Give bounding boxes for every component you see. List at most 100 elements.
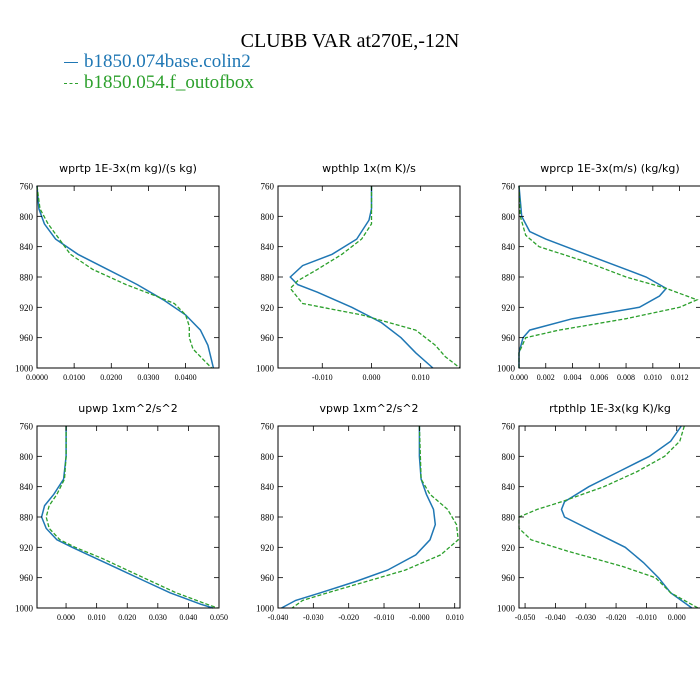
x-tick-label: 0.010 xyxy=(446,613,464,622)
x-tick-label: 0.0100 xyxy=(63,373,85,382)
y-tick-label: 840 xyxy=(261,242,275,252)
y-tick-label: 760 xyxy=(261,182,275,192)
plot-frame xyxy=(277,425,461,609)
series-line-2 xyxy=(291,425,459,609)
y-tick-label: 880 xyxy=(261,513,275,523)
y-tick-label: 800 xyxy=(261,452,275,462)
panel-5: vpwp 1xm^2/s^27608008408809209601000-0.0… xyxy=(256,402,464,622)
y-tick-label: 960 xyxy=(261,333,275,343)
series-line-2 xyxy=(518,425,699,609)
x-tick-label: -0.010 xyxy=(636,613,657,622)
x-tick-label: 0.006 xyxy=(590,373,608,382)
y-tick-label: 960 xyxy=(20,573,34,583)
y-tick-label: 960 xyxy=(261,573,275,583)
panel-title: vpwp 1xm^2/s^2 xyxy=(319,402,418,415)
y-tick-label: 760 xyxy=(20,422,34,432)
panel-title: wprcp 1E-3x(m/s) (kg/kg) xyxy=(540,162,679,175)
figure-title: CLUBB VAR at270E,-12N xyxy=(240,30,460,52)
y-tick-label: 1000 xyxy=(497,604,516,614)
series-line-1 xyxy=(40,426,214,609)
panel-title: upwp 1xm^2/s^2 xyxy=(78,402,178,415)
x-tick-label: 0.000 xyxy=(57,613,75,622)
x-tick-label: 0.002 xyxy=(537,373,555,382)
series-line-1 xyxy=(281,426,437,609)
y-tick-label: 800 xyxy=(502,452,516,462)
series-line-2 xyxy=(45,426,218,609)
y-tick-label: 760 xyxy=(502,422,516,432)
y-tick-label: 840 xyxy=(261,482,275,492)
legend-label-series-2: b1850.054.f_outofbox xyxy=(84,72,254,93)
x-tick-label: -0.030 xyxy=(575,613,596,622)
x-tick-label: 0.008 xyxy=(617,373,635,382)
y-tick-label: 800 xyxy=(261,212,275,222)
y-tick-label: 840 xyxy=(502,242,516,252)
plot-frame xyxy=(518,425,700,609)
x-tick-label: -0.050 xyxy=(515,613,536,622)
legend-item-series-2: b1850.054.f_outofbox xyxy=(64,72,254,94)
x-tick-label: 0.020 xyxy=(118,613,136,622)
x-tick-label: 0.050 xyxy=(210,613,228,622)
y-tick-label: 760 xyxy=(20,182,34,192)
y-tick-label: 920 xyxy=(20,303,34,313)
panel-3: wprcp 1E-3x(m/s) (kg/kg) 760 800 840 880 920 9… xyxy=(497,162,700,382)
plot-frame xyxy=(36,425,220,609)
y-tick-label: 960 xyxy=(502,573,516,583)
y-tick-label: 800 xyxy=(20,452,34,462)
plot-frame xyxy=(36,185,220,369)
panel-1: wprtp 1E-3x(m kg)/(s kg) 760 800 840 880 920 9… xyxy=(15,162,220,382)
legend-solid-line-icon xyxy=(64,62,78,64)
y-tick-label: 920 xyxy=(20,543,34,553)
y-tick-label: 840 xyxy=(502,482,516,492)
x-tick-label: 0.0000 xyxy=(26,373,48,382)
y-tick-label: 760 xyxy=(502,182,516,192)
panel-title: rtpthlp 1E-3x(kg K)/kg xyxy=(549,402,671,415)
y-tick-label: 1000 xyxy=(15,604,34,614)
x-tick-label: -0.030 xyxy=(303,613,324,622)
y-tick-label: 800 xyxy=(20,212,34,222)
x-tick-label: 0.004 xyxy=(564,373,582,382)
series-line-2 xyxy=(36,185,213,369)
y-tick-label: 840 xyxy=(20,242,34,252)
series-line-1 xyxy=(560,425,693,609)
y-tick-label: 880 xyxy=(502,513,516,523)
x-tick-label: 0.000 xyxy=(668,613,686,622)
y-tick-label: 960 xyxy=(502,333,516,343)
x-tick-label: 0.000 xyxy=(362,373,380,382)
y-tick-label: 760 xyxy=(261,422,275,432)
panel-title: wprtp 1E-3x(m kg)/(s kg) xyxy=(59,162,197,175)
x-tick-label: 0.030 xyxy=(149,613,167,622)
x-tick-label: -0.040 xyxy=(545,613,566,622)
x-tick-label: -0.010 xyxy=(374,613,395,622)
panel-title: wpthlp 1x(m K)/s xyxy=(322,162,416,175)
x-tick-label: -0.010 xyxy=(312,373,333,382)
x-tick-label: 0.0400 xyxy=(175,373,197,382)
panel-6: rtpthlp 1E-3x(kg K)/kg 760 800 840 880 920 960… xyxy=(497,402,700,622)
y-tick-label: 1000 xyxy=(256,364,275,374)
y-tick-label: 1000 xyxy=(497,364,516,374)
y-tick-label: 880 xyxy=(502,273,516,283)
x-tick-label: 0.000 xyxy=(510,373,528,382)
legend-item-series-1: b1850.074base.colin2 xyxy=(64,51,251,73)
series-line-2 xyxy=(289,186,461,369)
x-tick-label: 0.040 xyxy=(179,613,197,622)
panel-4: upwp 1xm^2/s^2 760 800 840 880 920 960 1000 0.00… xyxy=(15,402,228,622)
x-tick-label: -0.000 xyxy=(409,613,430,622)
y-tick-label: 920 xyxy=(261,303,275,313)
legend-label-series-1: b1850.074base.colin2 xyxy=(84,51,251,72)
x-tick-label: 0.012 xyxy=(671,373,689,382)
y-tick-label: 960 xyxy=(20,333,34,343)
x-tick-label: -0.020 xyxy=(338,613,359,622)
x-tick-label: -0.020 xyxy=(606,613,627,622)
x-tick-label: 0.010 xyxy=(88,613,106,622)
y-tick-label: 1000 xyxy=(256,604,275,614)
x-tick-label: 0.010 xyxy=(644,373,662,382)
x-tick-label: 0.0200 xyxy=(100,373,122,382)
series-line-2 xyxy=(518,185,699,368)
y-tick-label: 800 xyxy=(502,212,516,222)
panel-2: wpthlp 1x(m K)/s 760 800 840 880 920 960 1000 -0… xyxy=(256,162,461,382)
x-tick-label: -0.040 xyxy=(268,613,289,622)
x-tick-label: 0.010 xyxy=(412,373,430,382)
y-tick-label: 840 xyxy=(20,482,34,492)
y-tick-label: 880 xyxy=(20,273,34,283)
